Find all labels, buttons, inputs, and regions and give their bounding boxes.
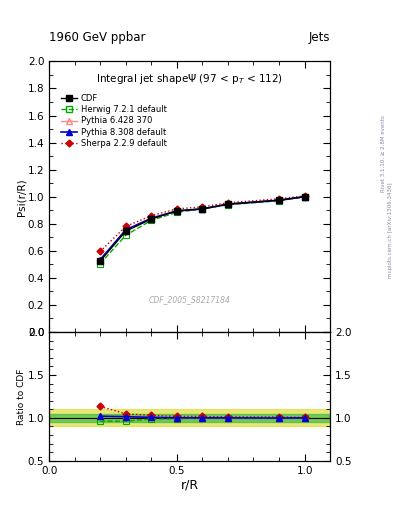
Bar: [49, 409, 330, 426]
Y-axis label: Psi(r/R): Psi(r/R): [16, 178, 26, 216]
Bar: [49, 414, 330, 422]
Text: Jets: Jets: [309, 31, 330, 44]
Text: mcplots.cern.ch [arXiv:1306.3436]: mcplots.cern.ch [arXiv:1306.3436]: [388, 183, 393, 278]
Text: 1960 GeV ppbar: 1960 GeV ppbar: [49, 31, 146, 44]
Y-axis label: Ratio to CDF: Ratio to CDF: [17, 368, 26, 424]
Legend: CDF, Herwig 7.2.1 default, Pythia 6.428 370, Pythia 8.308 default, Sherpa 2.2.9 : CDF, Herwig 7.2.1 default, Pythia 6.428 …: [59, 93, 168, 150]
X-axis label: r/R: r/R: [180, 478, 199, 492]
Text: Rivet 3.1.10, ≥ 2.8M events: Rivet 3.1.10, ≥ 2.8M events: [381, 115, 386, 192]
Text: CDF_2005_S8217184: CDF_2005_S8217184: [149, 295, 231, 304]
Text: Integral jet shapeΨ (97 < p$_T$ < 112): Integral jet shapeΨ (97 < p$_T$ < 112): [96, 72, 283, 86]
